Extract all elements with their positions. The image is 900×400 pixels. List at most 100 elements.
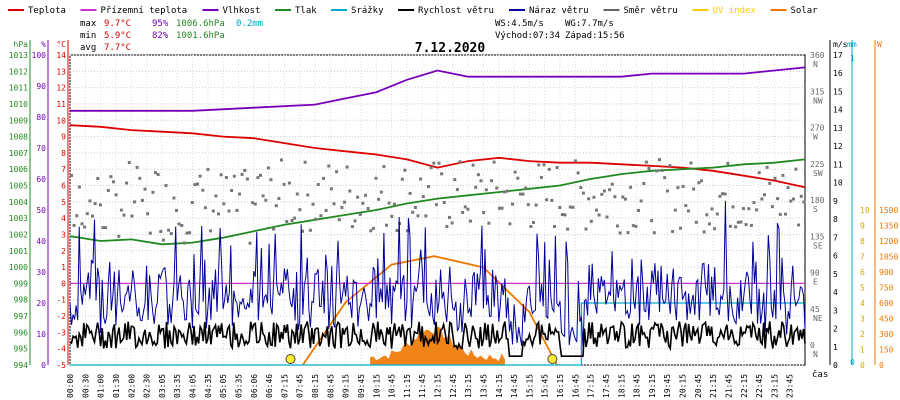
wind-dir-point-278 <box>799 194 803 198</box>
wind-dir-point-98 <box>327 164 331 168</box>
stat-min-press: 1001.6hPa <box>176 31 225 41</box>
wind-dir-point-159 <box>487 221 491 225</box>
tick-hpa-3: 997 <box>14 312 29 321</box>
wind-dir-point-161 <box>492 160 496 164</box>
wind-dir-point-6 <box>85 212 89 216</box>
x-tick-25: 12:45 <box>449 374 458 398</box>
wind-dir-point-23 <box>130 214 134 218</box>
x-tick-42: 21:15 <box>709 374 718 398</box>
wind-dir-point-57 <box>219 173 223 177</box>
wind-dir-point-100 <box>332 202 336 206</box>
tick-uv-8: 1200 <box>879 237 898 246</box>
wind-dir-point-96 <box>322 176 325 180</box>
wind-dir-point-42 <box>180 224 184 227</box>
wind-dir-point-146 <box>453 178 457 182</box>
legend-label-3: Tlak <box>295 6 317 16</box>
wind-dir-point-11 <box>98 203 102 207</box>
legend-label-2: Vlhkost <box>223 6 261 16</box>
wind-dir-point-168 <box>511 202 514 206</box>
tick-temp-0: -5 <box>56 361 66 370</box>
tick-uvidx-1: 1 <box>860 346 865 355</box>
x-tick-39: 19:45 <box>663 374 672 398</box>
wind-dir-point-202 <box>600 192 604 196</box>
wind-dir-point-153 <box>471 163 475 167</box>
wind-dir-point-258 <box>747 207 751 211</box>
stat-max-hum: 95% <box>152 19 169 29</box>
wind-dir-point-34 <box>159 230 163 233</box>
wind-dir-point-14 <box>106 189 110 192</box>
wind-dir-point-183 <box>550 198 554 202</box>
info-ws: WS:4.5m/s <box>495 19 544 29</box>
wind-dir-point-182 <box>547 167 551 171</box>
x-tick-20: 10:15 <box>372 374 381 398</box>
wind-dir-point-44 <box>185 231 189 235</box>
tick-ms-13: 13 <box>833 124 843 133</box>
wind-dir-point-48 <box>196 182 199 186</box>
wind-dir-point-248 <box>721 192 724 196</box>
wind-dir-point-46 <box>190 201 194 204</box>
tick-dir-deg-4: 180 <box>810 196 825 205</box>
wind-dir-point-33 <box>156 173 160 176</box>
tick-ms-17: 17 <box>833 51 843 60</box>
info-sunrise: Východ:07:34 <box>495 31 560 41</box>
wind-dir-point-45 <box>188 231 192 235</box>
tick-temp-15: 10 <box>56 116 66 125</box>
x-tick-16: 08:15 <box>311 374 320 398</box>
wind-dir-point-27 <box>140 198 144 202</box>
tick-hpa-8: 1002 <box>9 230 28 239</box>
wind-dir-point-116 <box>374 176 378 180</box>
wind-dir-point-129 <box>408 191 412 195</box>
wind-dir-point-18 <box>117 234 121 238</box>
tick-uv-7: 1050 <box>879 253 898 262</box>
x-tick-32: 16:15 <box>556 374 565 398</box>
wind-dir-point-112 <box>364 193 367 197</box>
wind-dir-point-205 <box>608 188 612 192</box>
wind-dir-point-247 <box>718 194 722 198</box>
tick-uv-6: 900 <box>879 268 894 277</box>
wind-dir-point-72 <box>259 173 262 177</box>
tick-uv-1: 150 <box>879 346 894 355</box>
wind-dir-point-81 <box>282 182 286 186</box>
wind-dir-point-106 <box>348 189 352 193</box>
tick-pct-3: 30 <box>36 268 46 277</box>
x-tick-8: 04:05 <box>189 374 198 398</box>
wind-dir-point-65 <box>240 172 244 176</box>
tick-hpa-6: 1000 <box>9 263 28 272</box>
wind-dir-point-124 <box>395 229 399 232</box>
x-tick-18: 09:15 <box>342 374 351 398</box>
wind-dir-point-105 <box>345 165 349 169</box>
wind-dir-point-264 <box>763 193 766 197</box>
wind-dir-point-249 <box>723 192 727 196</box>
x-axis-label: čas <box>812 369 828 380</box>
wind-dir-point-64 <box>238 192 241 196</box>
wind-dir-point-114 <box>369 229 373 233</box>
wind-dir-point-85 <box>293 216 297 220</box>
x-tick-28: 14:15 <box>495 374 504 398</box>
wind-dir-point-268 <box>773 176 777 180</box>
tick-uv-9: 1350 <box>879 222 898 231</box>
wind-dir-point-213 <box>629 185 633 189</box>
legend-label-4: Srážky <box>351 6 384 16</box>
wind-dir-point-24 <box>133 200 136 204</box>
tick-ms-11: 11 <box>833 160 843 169</box>
wind-dir-point-215 <box>634 224 638 228</box>
wind-dir-point-113 <box>366 207 370 210</box>
wind-dir-point-179 <box>539 175 543 179</box>
wind-dir-point-145 <box>450 221 454 225</box>
tick-dir-deg-7: 315 <box>810 87 825 96</box>
tick-pct-0: 0 <box>41 361 46 370</box>
wind-dir-point-242 <box>705 213 709 217</box>
wind-dir-point-132 <box>416 214 420 218</box>
wind-dir-point-160 <box>490 179 493 183</box>
wind-dir-point-201 <box>597 213 601 217</box>
wind-dir-point-170 <box>516 176 520 180</box>
solar-area <box>302 255 558 366</box>
wind-dir-point-254 <box>736 220 740 224</box>
wind-dir-point-190 <box>568 205 572 209</box>
x-tick-1: 00:30 <box>81 374 90 398</box>
tick-ms-6: 6 <box>833 252 838 261</box>
wind-dir-point-220 <box>647 167 651 170</box>
wind-dir-point-56 <box>217 212 220 216</box>
wind-dir-point-59 <box>224 176 228 179</box>
wind-dir-point-232 <box>679 226 682 230</box>
